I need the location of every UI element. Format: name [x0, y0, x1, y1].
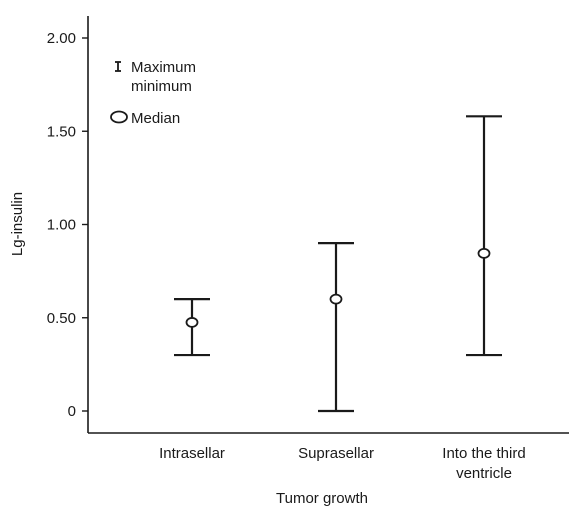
legend: Maximum minimum Median — [110, 59, 196, 127]
range-bar-3 — [466, 115, 502, 357]
median-marker — [329, 293, 343, 305]
y-tick-label: 2.00 — [47, 30, 76, 47]
axes: 0 0.50 1.00 1.50 2.00 — [47, 16, 569, 434]
range-bar-1 — [174, 298, 210, 357]
y-tick-label: 1.00 — [47, 217, 76, 234]
x-tick-labels: Intrasellar Suprasellar Into the third vent… — [159, 445, 526, 482]
legend-circle-symbol — [110, 110, 128, 124]
x-axis-title: Tumor growth — [276, 490, 368, 507]
median-marker — [185, 317, 199, 328]
x-tick-label: Into the third ventricle — [442, 445, 525, 482]
y-ticks: 0 0.50 1.00 1.50 2.00 — [47, 30, 88, 420]
y-tick-label: 1.50 — [47, 123, 76, 140]
y-tick-label: 0.50 — [47, 310, 76, 327]
y-axis-title: Lg-insulin — [9, 192, 26, 256]
legend-errorbar-symbol — [115, 61, 121, 72]
chart-marks — [174, 115, 502, 413]
y-tick-label: 0 — [68, 403, 76, 420]
legend-label-max-min: Maximum minimum — [131, 59, 196, 95]
x-tick-label: Intrasellar — [159, 445, 225, 462]
median-marker — [477, 248, 491, 259]
x-tick-label: Suprasellar — [298, 445, 374, 462]
legend-label-median: Median — [131, 110, 180, 127]
range-bar-2 — [318, 242, 354, 413]
